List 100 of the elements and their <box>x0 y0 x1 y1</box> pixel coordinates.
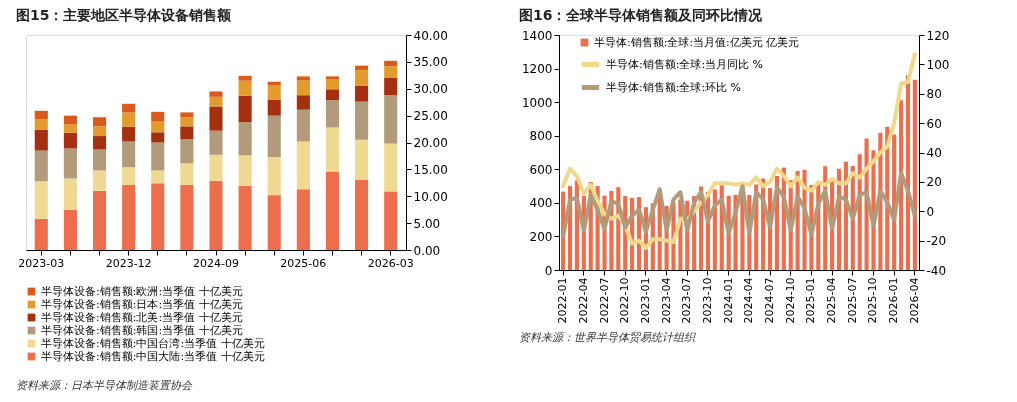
x-tick-label: 2026-04 <box>907 277 921 324</box>
chart-title: 图15：主要地区半导体设备销售额 <box>16 7 233 23</box>
legend-label: 半导体设备:销售额:欧洲:当季值 十亿美元 <box>41 284 243 298</box>
bar <box>355 139 369 180</box>
bar <box>296 80 310 96</box>
bar <box>63 132 77 149</box>
y-tick-label: 800 <box>529 129 553 144</box>
bar <box>151 183 165 250</box>
bar <box>355 101 369 140</box>
bar <box>180 112 194 118</box>
bar <box>63 115 77 125</box>
bar <box>34 129 48 151</box>
bar <box>92 126 107 137</box>
x-tick-label: 2024-09 <box>193 256 239 270</box>
bar <box>209 96 223 107</box>
y-tick-label: 600 <box>529 162 553 177</box>
bar <box>267 84 281 100</box>
bar <box>238 122 252 156</box>
bar <box>209 106 223 131</box>
bar <box>63 148 77 179</box>
legend-label: 半导体设备:销售额:日本:当季值 十亿美元 <box>41 297 243 311</box>
x-tick-label: 2024-07 <box>763 277 777 324</box>
bar <box>92 190 107 250</box>
x-tick-label: 2023-07 <box>680 277 694 324</box>
x-tick-label: 2024-01 <box>721 277 735 324</box>
bar <box>267 99 281 116</box>
x-tick-label: 2025-06 <box>280 256 327 270</box>
bar <box>63 178 77 210</box>
bar <box>355 69 369 86</box>
legend-label: 半导体设备:销售额:北美:当季值 十亿美元 <box>41 310 243 324</box>
y-tick-label: 15.00 <box>413 162 448 177</box>
bar <box>267 115 281 158</box>
x-tick-label: 2026-03 <box>367 256 414 270</box>
y2-tick-label: 40 <box>926 146 942 160</box>
bar <box>325 100 340 128</box>
x-tick-label: 2024-10 <box>783 277 797 324</box>
legend-label: 半导体设备:销售额:中国台湾:当季值 十亿美元 <box>41 336 265 350</box>
bar <box>296 141 310 190</box>
bar <box>267 157 281 196</box>
bar <box>180 126 194 140</box>
bar <box>267 81 281 85</box>
bar <box>912 79 917 270</box>
y-tick-label: 0 <box>544 263 553 278</box>
y-tick-label: 400 <box>529 196 553 211</box>
x-tick-label: 2022-04 <box>576 277 590 324</box>
bar <box>92 149 107 171</box>
bar <box>296 76 310 81</box>
y2-tick-label: 0 <box>926 204 935 219</box>
bar <box>296 95 310 110</box>
y2-tick-label: 120 <box>926 28 950 43</box>
x-tick-label: 2023-03 <box>18 256 65 270</box>
bar <box>209 180 223 250</box>
x-tick-label: 2023-01 <box>638 277 652 324</box>
y2-tick-label: 20 <box>926 175 942 190</box>
x-tick-label: 2024-04 <box>742 277 756 324</box>
bar <box>325 79 340 90</box>
legend-label: 半导体:销售额:全球:当月值:亿美元 亿美元 <box>594 35 800 49</box>
y-tick-label: 1200 <box>521 62 553 77</box>
bar <box>63 124 77 133</box>
y-tick-label: 30.00 <box>413 82 448 97</box>
bar <box>325 89 340 101</box>
bar <box>180 139 194 164</box>
bar <box>355 65 369 70</box>
bar <box>384 60 398 67</box>
bar <box>180 163 194 185</box>
bar <box>238 75 252 81</box>
bar <box>209 154 223 181</box>
y-tick-label: 40.00 <box>413 28 448 43</box>
bar <box>355 85 369 102</box>
y-tick-label: 10.00 <box>413 189 448 204</box>
bar <box>355 179 369 250</box>
x-tick-label: 2025-04 <box>825 277 839 324</box>
line-series <box>561 171 917 239</box>
legend-label: 半导体设备:销售额:韩国:当季值 十亿美元 <box>41 323 243 337</box>
x-tick-label: 2026-01 <box>887 277 901 324</box>
y-tick-label: 20.00 <box>413 136 448 150</box>
x-tick-label: 2025-01 <box>804 277 818 324</box>
y2-tick-label: 80 <box>926 87 942 102</box>
x-tick-label: 2022-10 <box>618 277 632 324</box>
x-tick-label: 2023-10 <box>700 277 714 324</box>
bar <box>122 184 136 250</box>
bar <box>122 112 136 127</box>
bar <box>63 209 77 250</box>
x-tick-label: 2022-07 <box>597 277 611 324</box>
bar <box>151 142 165 171</box>
bar <box>122 103 136 113</box>
bar <box>151 132 165 143</box>
bar <box>180 184 194 250</box>
y-tick-label: 1400 <box>521 28 553 43</box>
y-tick-label: 5.00 <box>413 216 441 231</box>
text: 资料来源：日本半导体制造装置协会 <box>16 379 193 392</box>
x-tick-label: 2022-01 <box>556 277 570 324</box>
bar <box>325 127 340 172</box>
bar <box>384 95 398 144</box>
legend-label: 半导体:销售额:全球:环比 % <box>606 80 742 94</box>
bar <box>92 136 107 150</box>
bar <box>151 170 165 184</box>
bar <box>325 171 340 250</box>
bar <box>151 121 165 133</box>
x-tick-label: 2023-04 <box>659 277 673 324</box>
